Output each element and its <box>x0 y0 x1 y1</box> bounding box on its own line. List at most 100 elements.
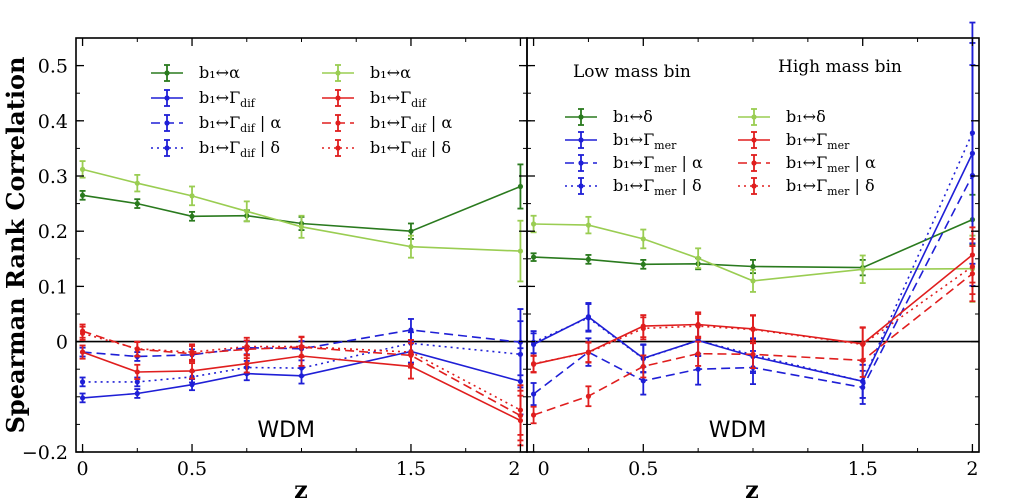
data-point <box>695 323 701 329</box>
series-line <box>82 168 521 252</box>
data-point <box>530 391 537 397</box>
data-point <box>530 254 537 260</box>
data-point <box>244 208 250 214</box>
data-point <box>517 407 524 413</box>
data-point <box>189 382 195 388</box>
legend-marker <box>578 114 584 120</box>
legend-marker <box>335 70 341 76</box>
data-point <box>298 224 305 230</box>
data-point <box>969 263 976 270</box>
legend-label: b₁↔α <box>370 63 411 82</box>
legend-marker <box>751 114 757 120</box>
data-point <box>585 256 592 262</box>
x-tick-label: 1.5 <box>396 458 426 480</box>
data-point <box>530 221 537 227</box>
x-tick-label: 2 <box>508 458 520 480</box>
legend-marker <box>164 95 170 101</box>
data-point <box>517 351 524 357</box>
data-point <box>189 368 195 374</box>
x-tick-label: 0.5 <box>177 458 207 480</box>
legend-label: b₁↔Γmer | α <box>613 153 703 175</box>
data-point <box>244 343 250 350</box>
data-point <box>640 325 646 331</box>
panel-header-high-mass: High mass bin <box>778 57 902 77</box>
data-point <box>134 346 140 352</box>
legend-marker <box>335 95 341 101</box>
legend-label: b₁↔Γdif | α <box>370 113 452 135</box>
data-point <box>585 222 592 228</box>
legend-label: b₁↔Γmer <box>786 130 850 152</box>
legend-label: b₁↔Γdif <box>370 88 427 110</box>
legend-marker <box>164 70 170 76</box>
data-point <box>79 166 86 172</box>
legend-marker <box>751 183 757 189</box>
data-point <box>79 395 86 401</box>
x-axis-label-right: z <box>745 475 759 501</box>
data-point <box>298 343 305 350</box>
data-point <box>189 213 195 219</box>
data-point <box>585 350 592 356</box>
data-point <box>695 351 701 357</box>
data-point <box>408 349 414 355</box>
data-point <box>408 228 414 234</box>
legend-marker <box>578 160 584 166</box>
x-tick-label: 2 <box>966 458 978 480</box>
x-tick-label: 0.5 <box>628 458 658 480</box>
data-point <box>585 315 592 321</box>
data-point <box>244 361 250 367</box>
legend-label: b₁↔δ <box>786 107 826 126</box>
x-tick-label: 0 <box>77 458 89 480</box>
plot-frame <box>526 37 980 453</box>
legend-marker <box>335 120 341 126</box>
legend-label: b₁↔Γmer <box>613 130 677 152</box>
legend-marker <box>751 137 757 143</box>
data-point <box>134 201 140 207</box>
data-point <box>189 349 195 355</box>
panel-annotation: WDM <box>709 418 767 443</box>
data-point <box>585 393 592 399</box>
y-tick-label: 0.5 <box>38 56 68 78</box>
data-point <box>134 180 140 186</box>
data-point <box>530 412 537 418</box>
data-point <box>517 183 524 190</box>
legend-label: b₁↔Γdif | δ <box>370 138 451 160</box>
y-tick-label: 0.2 <box>38 221 68 243</box>
data-point <box>134 390 140 397</box>
y-tick-label: 0 <box>56 332 68 354</box>
legend-label: b₁↔Γdif | α <box>199 113 281 135</box>
legend-marker <box>335 145 341 151</box>
data-point <box>517 248 524 254</box>
data-point <box>860 341 866 347</box>
data-point <box>640 261 646 267</box>
legend-label: b₁↔Γmer | δ <box>786 176 875 198</box>
data-point <box>298 365 305 371</box>
data-point <box>640 378 646 384</box>
x-tick-label: 0 <box>538 458 550 480</box>
y-tick-label: −0.2 <box>22 442 68 464</box>
data-point <box>695 255 701 261</box>
y-tick-label: 0.4 <box>38 111 68 133</box>
legend-label: b₁↔Γdif <box>199 88 256 110</box>
data-point <box>750 278 756 284</box>
data-point <box>79 379 86 385</box>
data-point <box>695 366 701 372</box>
data-point <box>750 326 756 333</box>
x-axis-label-left: z <box>294 475 308 501</box>
data-point <box>750 351 756 357</box>
y-tick-label: 0.1 <box>38 276 68 298</box>
legend-marker <box>578 183 584 189</box>
data-point <box>408 327 414 333</box>
legend-marker <box>751 160 757 166</box>
panel-header-low-mass: Low mass bin <box>573 62 691 82</box>
data-point <box>860 266 866 272</box>
data-point <box>79 330 86 336</box>
panel-annotation: WDM <box>257 418 315 443</box>
data-point <box>134 369 140 375</box>
data-point <box>750 263 756 270</box>
data-point <box>79 349 86 355</box>
data-point <box>640 236 646 242</box>
legend-label: b₁↔Γmer | α <box>786 153 876 175</box>
x-tick-label: 1.5 <box>848 458 878 480</box>
legend-label: b₁↔α <box>199 63 240 82</box>
